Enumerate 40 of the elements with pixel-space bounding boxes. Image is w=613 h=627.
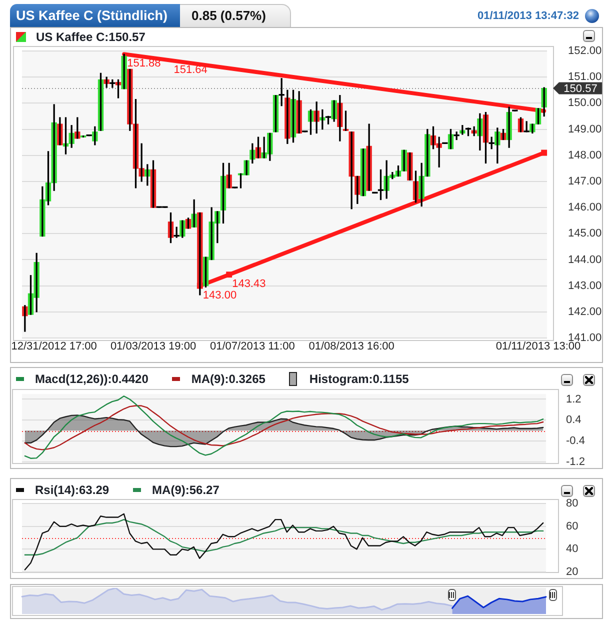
- y-tick-label: 146.00: [568, 202, 602, 214]
- legend-label: Rsi(14):63.29: [35, 482, 110, 498]
- y-tick-label: 147.00: [568, 175, 602, 188]
- legend-label: MA(9):0.3265: [191, 371, 266, 387]
- point: [541, 150, 548, 156]
- chart-title: US Kaffee C (Stündlich): [16, 8, 168, 24]
- x-tick-label: 01/11/2013 13:00: [496, 340, 581, 353]
- data-label: 143.00: [202, 289, 237, 302]
- y-tick-label: 1.2: [566, 393, 582, 406]
- y-tick-label: 145.00: [568, 228, 602, 240]
- ref-line-label: 150.57: [564, 82, 598, 95]
- legend-label: Histogram:0.1155: [309, 371, 409, 387]
- y-tick-label: 40: [566, 543, 578, 556]
- chart-subtitle: 0.85 (0.57%): [192, 8, 266, 24]
- y-tick-label: 0.4: [566, 414, 582, 426]
- y-tick-label: 143.00: [568, 280, 602, 292]
- y-tick-label: -0.4: [566, 435, 585, 448]
- y-tick-label: 144.00: [568, 254, 602, 266]
- x-tick-label: 01/08/2013 16:00: [308, 340, 394, 353]
- y-tick-label: 20: [566, 566, 578, 578]
- y-tick-label: -1.2: [566, 456, 585, 468]
- x-tick-label: 01/03/2013 19:00: [110, 340, 196, 353]
- data-label: 143.43: [232, 278, 266, 290]
- y-tick-label: 60: [566, 520, 578, 532]
- legend-label: MA(9):56.27: [152, 482, 220, 498]
- point: [226, 272, 232, 278]
- y-tick-label: 149.00: [568, 123, 602, 136]
- candlestick: [407, 152, 413, 180]
- legend-label: Macd(12,26)):0.4420: [35, 371, 148, 387]
- y-tick-label: 151.00: [568, 71, 602, 84]
- legend-label: US Kaffee C:150.57: [36, 29, 146, 45]
- y-tick-label: 148.00: [568, 149, 602, 162]
- x-tick-label: 01/07/2013 11:00: [210, 340, 295, 353]
- y-tick-label: 142.00: [568, 306, 602, 318]
- text: 01/11/2013 13:47:32: [477, 9, 579, 23]
- y-tick-label: 150.00: [568, 97, 602, 110]
- candlestick: [360, 148, 366, 196]
- y-tick-label: 80: [566, 498, 578, 510]
- x-tick-label: 12/31/2012 17:00: [11, 340, 97, 353]
- y-tick-label: 152.00: [568, 45, 602, 58]
